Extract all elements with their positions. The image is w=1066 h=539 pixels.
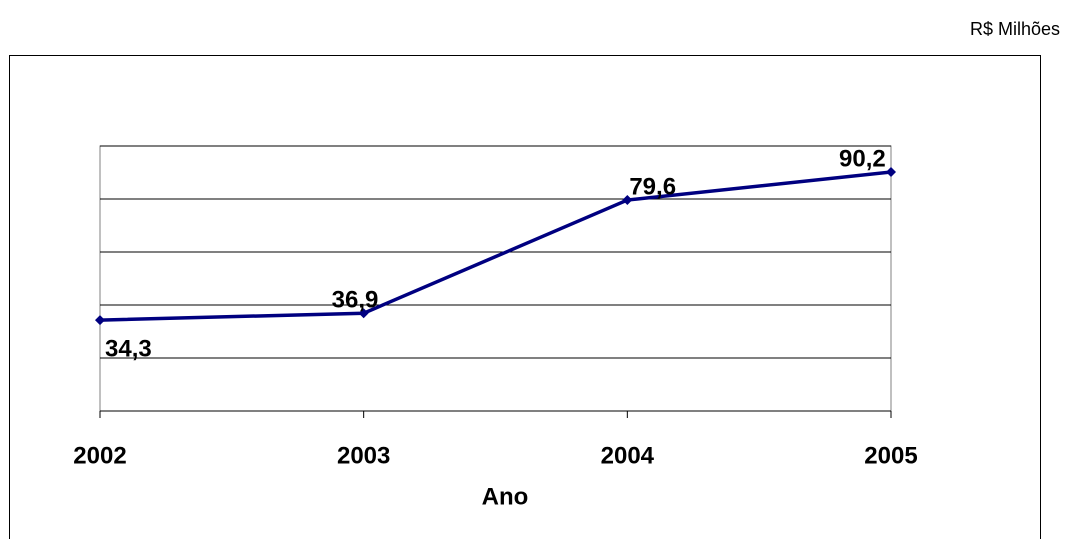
marker <box>886 166 896 177</box>
data-label: 34,3 <box>105 335 152 362</box>
data-label: 90,2 <box>839 145 886 172</box>
x-tick-label: 2003 <box>337 442 390 469</box>
x-tick-label: 2002 <box>73 442 126 469</box>
marker <box>95 315 105 326</box>
data-label: 79,6 <box>629 173 676 200</box>
x-axis-title: Ano <box>482 483 529 510</box>
marker <box>358 308 369 319</box>
unit-label: R$ Milhões <box>970 19 1060 39</box>
marker <box>622 195 633 206</box>
x-tick-label: 2004 <box>601 442 655 469</box>
line <box>99 170 892 322</box>
data-label: 36,9 <box>332 287 379 314</box>
plot-area <box>99 145 892 412</box>
x-tick-label: 2005 <box>864 442 917 469</box>
